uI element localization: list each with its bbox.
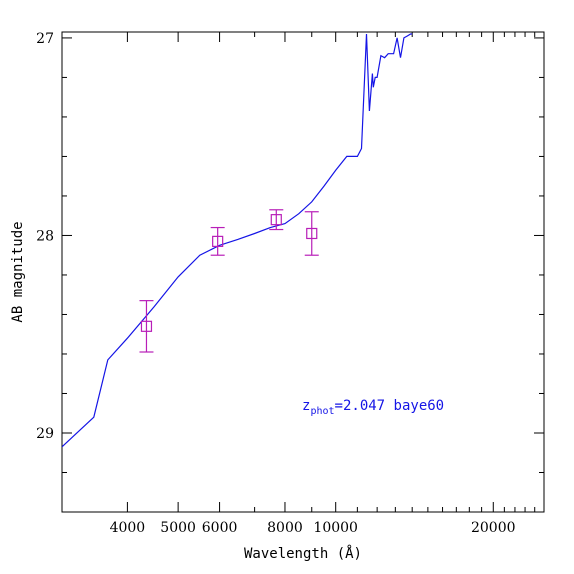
y-tick-label: 29 — [36, 426, 54, 442]
x-tick-label: 10000 — [313, 520, 358, 536]
annotation-z-sub: phot — [310, 406, 334, 417]
annotation-text: =2.047 baye60 — [335, 398, 445, 414]
x-tick-label: 8000 — [267, 520, 303, 536]
axis-ticks — [61, 32, 545, 513]
annotation-z: z — [302, 398, 310, 414]
y-axis-label: AB magnitude — [10, 221, 26, 322]
x-tick-label: 4000 — [110, 520, 146, 536]
template-spectrum-line — [62, 33, 413, 448]
photometry-point — [210, 226, 225, 256]
data-marker — [212, 235, 224, 247]
data-marker — [306, 227, 318, 240]
data-marker — [140, 320, 153, 332]
x-axis-label: Wavelength (Å) — [244, 545, 362, 562]
x-tick-label: 20000 — [471, 520, 516, 536]
series-layer — [62, 33, 413, 448]
x-tick-label: 6000 — [202, 520, 238, 536]
y-tick-label: 28 — [36, 228, 54, 244]
y-tick-label: 27 — [36, 31, 54, 47]
photometry-point — [139, 300, 154, 353]
plot-frame — [61, 31, 545, 513]
photometry-point — [269, 209, 284, 231]
data-marker — [270, 214, 282, 226]
x-tick-label: 5000 — [160, 520, 196, 536]
tick-labels: 4000 5000 6000 8000 10000 20000 27 28 29 — [36, 31, 515, 536]
photometry-point — [304, 211, 319, 256]
redshift-annotation: zphot=2.047 baye60 — [302, 398, 444, 417]
